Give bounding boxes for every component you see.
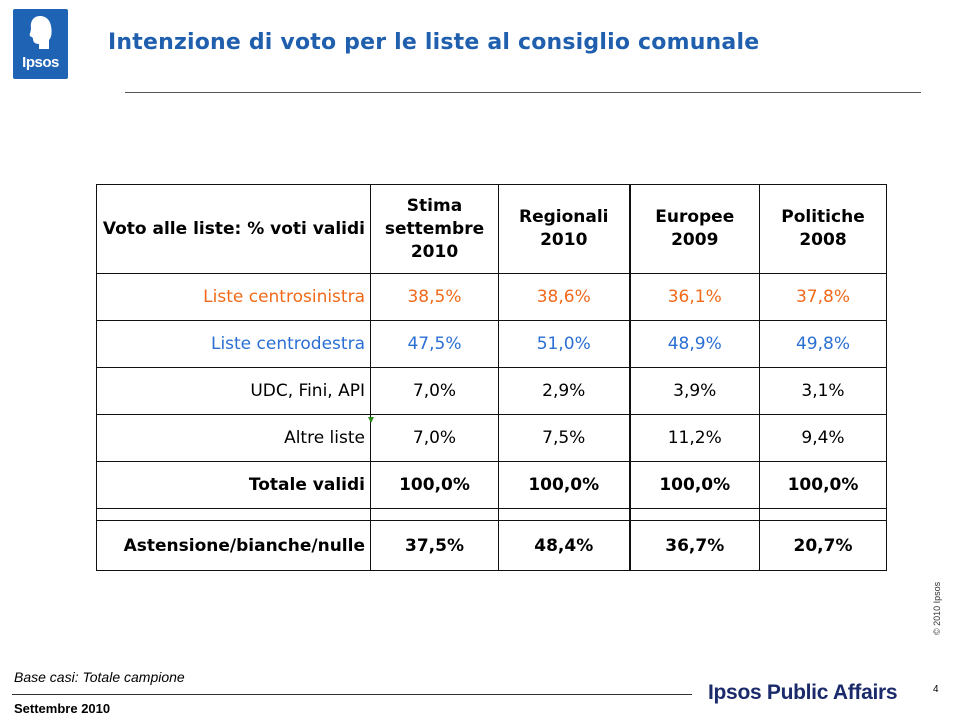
table-row-totale: Totale validi 100,0% 100,0% 100,0% 100,0… xyxy=(96,461,887,509)
copyright-text: © 2010 Ipsos xyxy=(932,581,942,635)
table-row-udc: UDC, Fini, API 7,0% 2,9% 3,9% 3,1% xyxy=(96,367,887,415)
column-header-label: Voto alle liste: % voti validi xyxy=(96,184,371,274)
table-cell: 48,9% xyxy=(628,320,760,368)
row-label: Totale validi xyxy=(96,461,371,509)
table-cell: 48,4% xyxy=(498,520,630,571)
page-title: Intenzione di voto per le liste al consi… xyxy=(108,30,760,55)
table-cell: 9,4% xyxy=(759,414,887,462)
table-cell xyxy=(628,508,760,521)
table-cell: 3,9% xyxy=(628,367,760,415)
column-header-regionali: Regionali 2010 xyxy=(498,184,630,274)
table-cell: 7,0% xyxy=(370,414,499,462)
table-cell: 20,7% xyxy=(759,520,887,571)
page-number: 4 xyxy=(933,684,939,695)
table-cell: 36,1% xyxy=(628,273,760,321)
table-cell: 11,2% xyxy=(628,414,760,462)
table-cell: 36,7% xyxy=(628,520,760,571)
table-cell: 100,0% xyxy=(628,461,760,509)
row-label: UDC, Fini, API xyxy=(96,367,371,415)
row-label: Altre liste xyxy=(96,414,371,462)
table-cell: 3,1% xyxy=(759,367,887,415)
table-cell: 51,0% xyxy=(498,320,630,368)
cell-marker-icon xyxy=(368,417,374,423)
ipsos-logo: Ipsos xyxy=(13,9,68,79)
row-label: Liste centrodestra xyxy=(96,320,371,368)
table-row-altre: Altre liste 7,0% 7,5% 11,2% 9,4% xyxy=(96,414,887,462)
table-cell: 7,0% xyxy=(370,367,499,415)
vote-intention-table: Voto alle liste: % voti validi Stima set… xyxy=(96,184,887,571)
table-cell: 49,8% xyxy=(759,320,887,368)
table-cell: 100,0% xyxy=(370,461,499,509)
table-cell: 38,5% xyxy=(370,273,499,321)
table-cell: 7,5% xyxy=(498,414,630,462)
row-label: Astensione/bianche/nulle xyxy=(96,520,371,571)
base-note: Base casi: Totale campione xyxy=(14,669,185,685)
footer-divider xyxy=(12,694,692,695)
table-cell: 100,0% xyxy=(498,461,630,509)
footer-date: Settembre 2010 xyxy=(14,701,111,716)
row-label: Liste centrosinistra xyxy=(96,273,371,321)
table-row-centrosinistra: Liste centrosinistra 38,5% 38,6% 36,1% 3… xyxy=(96,273,887,321)
logo-wordmark: Ipsos xyxy=(22,54,59,71)
column-header-europee: Europee 2009 xyxy=(628,184,760,274)
table-cell xyxy=(498,508,630,521)
table-cell: 37,5% xyxy=(370,520,499,571)
table-cell xyxy=(96,508,371,521)
table-row-centrodestra: Liste centrodestra 47,5% 51,0% 48,9% 49,… xyxy=(96,320,887,368)
table-cell: 2,9% xyxy=(498,367,630,415)
title-divider xyxy=(125,92,921,93)
table-cell: 38,6% xyxy=(498,273,630,321)
brand-name: Ipsos Public Affairs xyxy=(708,681,898,704)
table-cell xyxy=(759,508,887,521)
head-silhouette-icon xyxy=(29,16,52,49)
table-spacer-row xyxy=(96,508,887,521)
column-header-politiche: Politiche 2008 xyxy=(759,184,887,274)
table-cell: 100,0% xyxy=(759,461,887,509)
table-cell: 47,5% xyxy=(370,320,499,368)
table-cell xyxy=(370,508,499,521)
column-header-stima: Stima settembre 2010 xyxy=(370,184,499,274)
table-row-astensione: Astensione/bianche/nulle 37,5% 48,4% 36,… xyxy=(96,520,887,571)
table-cell: 37,8% xyxy=(759,273,887,321)
table-header-row: Voto alle liste: % voti validi Stima set… xyxy=(96,184,887,274)
